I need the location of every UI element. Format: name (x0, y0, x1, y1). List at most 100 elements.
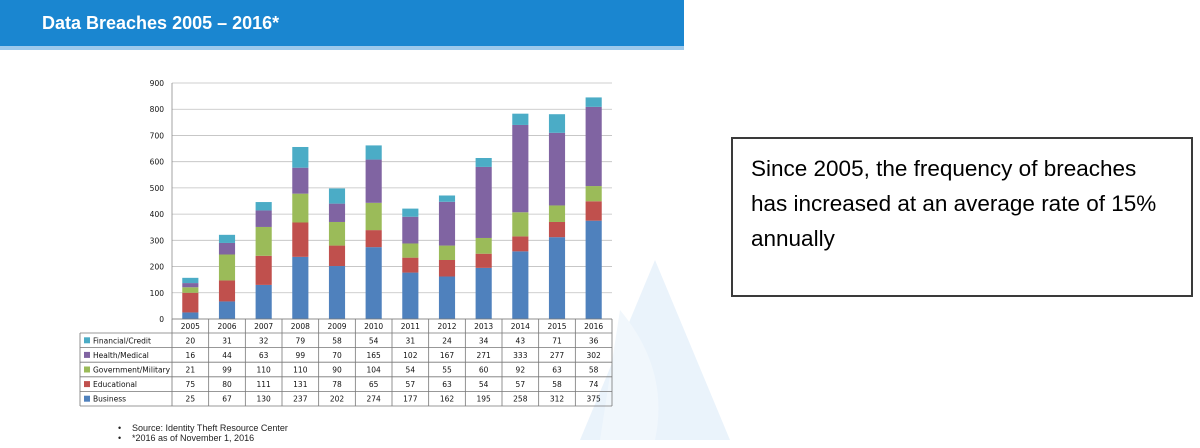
data-label: 80 (222, 380, 232, 389)
bar-business-2012 (438, 276, 456, 319)
bar-educational-2013 (475, 253, 492, 268)
x-tick-label: 2011 (401, 322, 420, 331)
data-label: 99 (222, 366, 232, 375)
data-label: 110 (293, 366, 308, 375)
bar-business-2015 (548, 237, 566, 319)
data-label: 78 (332, 380, 342, 389)
bar-educational-2006 (218, 280, 236, 302)
data-label: 333 (513, 351, 528, 360)
bar-health-medical-2006 (218, 242, 236, 255)
bar-government-military-2014 (512, 212, 529, 237)
bar-government-military-2009 (328, 221, 346, 246)
data-label: 63 (442, 380, 452, 389)
data-label: 32 (259, 336, 269, 345)
legend-label: Government/Military (93, 366, 171, 375)
bar-educational-2011 (402, 257, 419, 273)
bar-educational-2009 (328, 245, 346, 267)
bar-financial-credit-2005 (182, 277, 199, 284)
data-label: 110 (257, 366, 272, 375)
data-label: 57 (516, 380, 526, 389)
data-label: 31 (222, 336, 232, 345)
bar-government-military-2006 (218, 254, 236, 281)
bar-educational-2005 (182, 292, 199, 313)
bar-financial-credit-2011 (402, 208, 419, 217)
data-label: 21 (186, 366, 196, 375)
y-tick-label: 0 (159, 315, 164, 324)
bar-business-2011 (402, 272, 419, 319)
data-label: 167 (440, 351, 455, 360)
bar-financial-credit-2010 (365, 145, 382, 160)
x-tick-label: 2007 (254, 322, 273, 331)
data-label: 277 (550, 351, 565, 360)
data-label: 16 (186, 351, 196, 360)
bar-financial-credit-2006 (218, 234, 236, 243)
bar-business-2010 (365, 247, 382, 319)
bar-financial-credit-2012 (438, 195, 456, 202)
y-tick-label: 600 (150, 158, 165, 167)
x-tick-label: 2015 (547, 322, 566, 331)
bar-financial-credit-2016 (585, 97, 602, 107)
data-label: 75 (186, 380, 196, 389)
bar-business-2005 (182, 312, 199, 319)
data-label: 67 (222, 395, 232, 404)
x-tick-label: 2006 (217, 322, 236, 331)
bar-financial-credit-2009 (328, 188, 346, 204)
data-label: 31 (406, 336, 416, 345)
data-label: 195 (477, 395, 492, 404)
data-label: 111 (257, 380, 272, 389)
data-label: 20 (186, 336, 196, 345)
bar-government-military-2016 (585, 186, 602, 202)
bar-business-2014 (512, 251, 529, 319)
legend-label: Educational (93, 380, 137, 389)
x-tick-label: 2014 (511, 322, 530, 331)
data-label: 90 (332, 366, 342, 375)
bar-health-medical-2008 (292, 167, 309, 194)
bar-health-medical-2007 (255, 210, 272, 227)
bar-government-military-2013 (475, 237, 492, 254)
bar-educational-2008 (292, 222, 309, 257)
data-label: 165 (367, 351, 382, 360)
y-tick-label: 800 (150, 105, 165, 114)
bar-educational-2016 (585, 201, 602, 221)
data-label: 202 (330, 395, 345, 404)
x-tick-label: 2010 (364, 322, 383, 331)
y-tick-label: 500 (150, 184, 165, 193)
legend-swatch-health-medical (84, 351, 90, 358)
bar-educational-2010 (365, 230, 382, 248)
bar-government-military-2007 (255, 226, 272, 256)
data-label: 44 (222, 351, 232, 360)
data-label: 25 (186, 395, 196, 404)
bar-educational-2015 (548, 221, 566, 238)
legend-swatch-business (84, 395, 90, 402)
bar-educational-2012 (438, 260, 456, 277)
bar-health-medical-2015 (548, 132, 566, 206)
data-label: 302 (587, 351, 602, 360)
x-tick-label: 2013 (474, 322, 493, 331)
bar-health-medical-2014 (512, 124, 529, 213)
footnotes: Source: Identity Theft Resource Center *… (118, 423, 288, 443)
legend-label: Financial/Credit (93, 336, 151, 345)
data-label: 71 (552, 336, 562, 345)
data-label: 79 (296, 336, 306, 345)
bar-financial-credit-2015 (548, 114, 566, 133)
bar-health-medical-2010 (365, 159, 382, 203)
x-tick-label: 2009 (327, 322, 346, 331)
bar-business-2009 (328, 266, 346, 319)
data-label: 74 (589, 380, 599, 389)
data-label: 271 (477, 351, 492, 360)
legend-label: Health/Medical (93, 351, 149, 360)
data-label: 43 (516, 336, 526, 345)
legend-swatch-government-military (84, 366, 90, 373)
bar-educational-2014 (512, 236, 529, 252)
bar-health-medical-2005 (182, 283, 199, 288)
bar-government-military-2015 (548, 205, 566, 222)
bar-educational-2007 (255, 255, 272, 285)
data-label: 55 (442, 366, 452, 375)
data-label: 102 (403, 351, 418, 360)
data-label: 57 (406, 380, 416, 389)
data-label: 237 (293, 395, 308, 404)
background-decoration (580, 260, 730, 440)
source-note: Source: Identity Theft Resource Center (118, 423, 288, 433)
bar-government-military-2008 (292, 193, 309, 223)
bar-financial-credit-2014 (512, 113, 529, 125)
